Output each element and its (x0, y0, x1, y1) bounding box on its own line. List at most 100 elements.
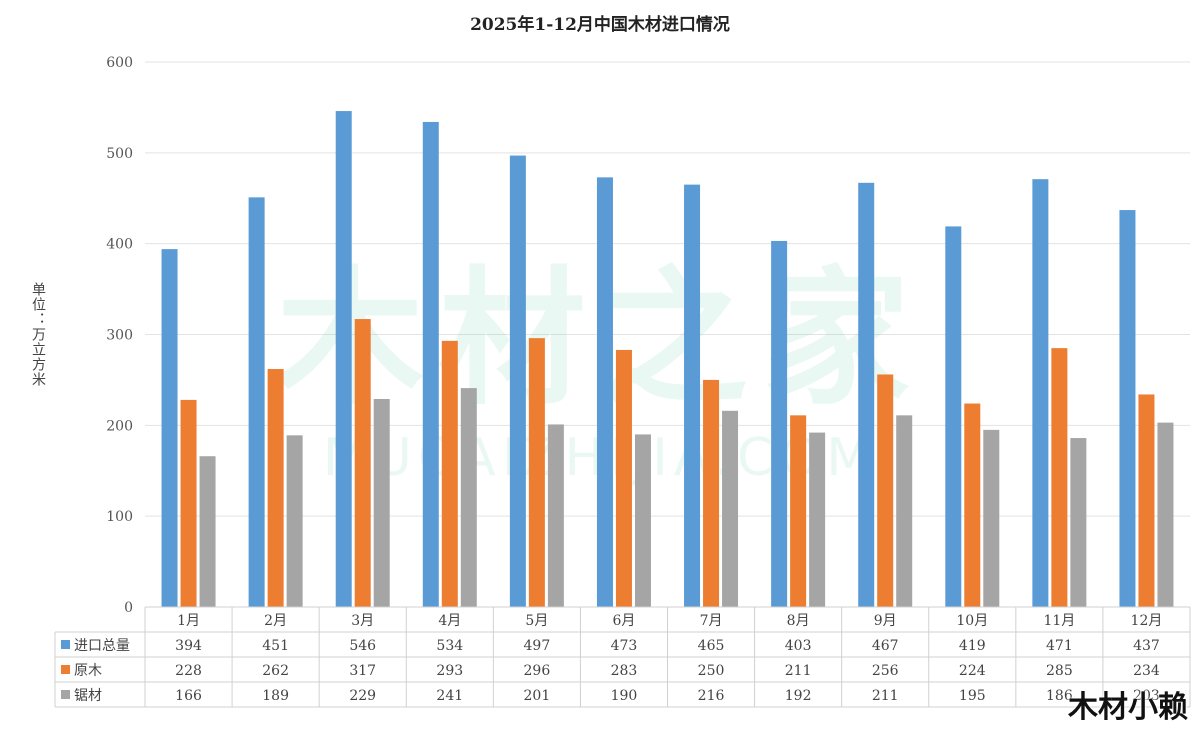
table-cell-value: 189 (262, 688, 289, 704)
table-cell-value: 534 (436, 638, 463, 654)
bar (771, 240, 788, 608)
x-tick-label: 4月 (438, 613, 461, 629)
legend-swatch (61, 640, 70, 649)
y-axis-label: 单位：万立方米 (30, 281, 46, 387)
bar (684, 184, 701, 607)
y-tick-label: 0 (124, 600, 133, 616)
table-cell-value: 186 (1046, 688, 1073, 704)
legend-label: 锯材 (74, 688, 102, 704)
legend-swatch (61, 665, 70, 674)
legend-label: 进口总量 (74, 638, 130, 654)
table-cell-value: 296 (524, 663, 551, 679)
x-tick-label: 9月 (874, 613, 897, 629)
table-cell-value: 467 (872, 638, 899, 654)
table-cell-value: 256 (872, 663, 899, 679)
bar (722, 410, 739, 607)
bar (1051, 348, 1068, 607)
table-cell-value: 241 (436, 688, 463, 704)
y-tick-label: 100 (106, 509, 133, 525)
table-cell-value: 228 (175, 663, 202, 679)
legend-swatch (61, 690, 70, 699)
table-cell-value: 203 (1133, 688, 1160, 704)
chart-title: 2025年1-12月中国木材进口情况 (470, 15, 730, 35)
table-cell-value: 497 (524, 638, 551, 654)
table-cell-value: 437 (1133, 638, 1160, 654)
bar (248, 197, 265, 607)
table-cell-value: 234 (1133, 663, 1160, 679)
bar (441, 340, 458, 607)
legend-label: 原木 (74, 663, 102, 679)
table-cell-value: 546 (349, 638, 376, 654)
x-tick-label: 10月 (956, 613, 988, 629)
bar (615, 349, 632, 607)
table-cell-value: 190 (611, 688, 638, 704)
x-tick-label: 3月 (351, 613, 374, 629)
x-tick-label: 12月 (1131, 613, 1163, 629)
table-cell-value: 394 (175, 638, 202, 654)
table-cell-value: 285 (1046, 663, 1073, 679)
table-cell-value: 211 (785, 663, 812, 679)
table-cell-value: 201 (524, 688, 551, 704)
bar (286, 435, 303, 607)
x-tick-label: 1月 (177, 613, 200, 629)
bar (809, 432, 826, 607)
bar (964, 403, 981, 607)
table-cell-value: 229 (349, 688, 376, 704)
bar (528, 338, 545, 607)
table-cell-value: 317 (349, 663, 376, 679)
bar (373, 398, 390, 607)
watermark-main: 木材之家 (276, 253, 924, 425)
bar (596, 177, 613, 607)
x-tick-label: 6月 (612, 613, 635, 629)
bar (509, 155, 526, 607)
table-cell-value: 250 (698, 663, 725, 679)
y-tick-label: 500 (106, 146, 133, 162)
x-tick-label: 7月 (700, 613, 723, 629)
table-cell-value: 471 (1046, 638, 1073, 654)
bar (634, 434, 651, 607)
bar (267, 369, 284, 607)
table-cell-value: 195 (959, 688, 986, 704)
bar (547, 424, 564, 607)
table-cell-value: 166 (175, 688, 202, 704)
bar (1070, 438, 1087, 607)
bar (703, 379, 720, 607)
bar (335, 111, 352, 608)
bar (1157, 422, 1174, 607)
table-cell-value: 451 (262, 638, 289, 654)
bar (161, 249, 178, 607)
bar (460, 388, 477, 607)
y-tick-label: 400 (106, 237, 133, 253)
table-cell-value: 262 (262, 663, 289, 679)
table-cell-value: 283 (611, 663, 638, 679)
corner-watermark: 木材小赖 (1068, 690, 1188, 725)
y-tick-label: 300 (106, 328, 133, 344)
x-tick-label: 8月 (787, 613, 810, 629)
table-cell-value: 293 (436, 663, 463, 679)
bar (199, 456, 216, 607)
y-tick-label: 600 (106, 55, 133, 71)
bar (1032, 179, 1049, 608)
watermark: 木材之家 MUCAIZHIJIA.COM (276, 253, 924, 488)
bar (945, 226, 962, 608)
y-axis-ticks: 0 100 200 300 400 500 600 (106, 55, 133, 616)
bar (877, 374, 894, 607)
bar (354, 319, 371, 607)
bar (896, 415, 913, 607)
bar (1138, 394, 1155, 607)
bar (180, 399, 197, 607)
bar (983, 429, 1000, 607)
table-cell-value: 211 (872, 688, 899, 704)
table-cell-value: 224 (959, 663, 986, 679)
bar (858, 182, 875, 607)
table-cell-value: 419 (959, 638, 986, 654)
bar (790, 415, 807, 607)
x-tick-label: 5月 (525, 613, 548, 629)
table-cell-value: 192 (785, 688, 812, 704)
table-cell-value: 216 (698, 688, 725, 704)
x-tick-label: 2月 (264, 613, 287, 629)
y-tick-label: 200 (106, 418, 133, 434)
bars (161, 111, 1174, 608)
